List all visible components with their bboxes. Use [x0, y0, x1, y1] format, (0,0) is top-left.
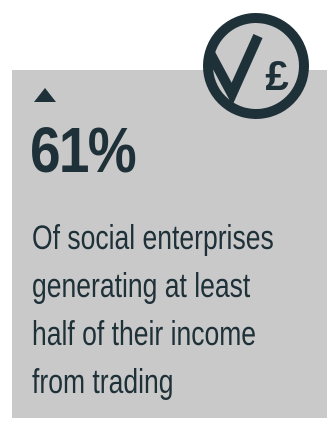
- description-line: from trading: [32, 363, 174, 401]
- statistic-description: Of social enterprises generating at leas…: [32, 214, 297, 406]
- stat-card: [12, 70, 327, 418]
- description-line: Of social enterprises: [32, 219, 274, 257]
- pound-symbol: £: [265, 52, 288, 99]
- description-line: half of their income: [32, 315, 257, 353]
- tick-pound-icon: £: [192, 10, 316, 120]
- percentage-value: 61%: [30, 114, 137, 186]
- description-line: generating at least: [32, 267, 251, 305]
- up-arrow-icon: [34, 88, 56, 102]
